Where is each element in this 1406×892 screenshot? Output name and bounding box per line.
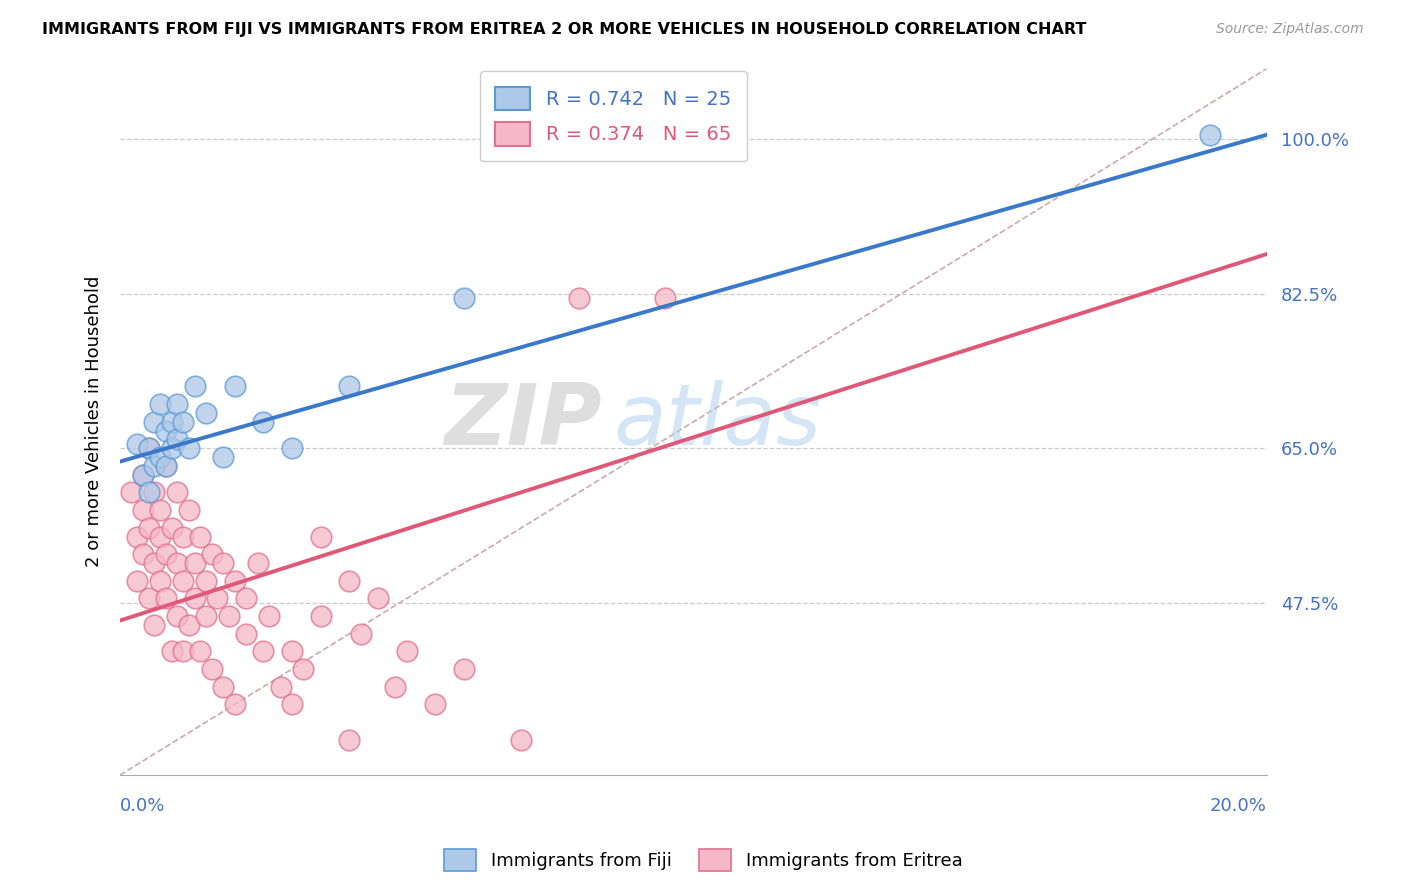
Point — [218, 609, 240, 624]
Text: 20.0%: 20.0% — [1211, 797, 1267, 815]
Point — [127, 437, 149, 451]
Point — [172, 644, 194, 658]
Point — [143, 485, 166, 500]
Point — [367, 591, 389, 606]
Point — [568, 291, 591, 305]
Point — [183, 556, 205, 570]
Point — [155, 547, 177, 561]
Y-axis label: 2 or more Vehicles in Household: 2 or more Vehicles in Household — [86, 277, 103, 567]
Point — [160, 415, 183, 429]
Point — [132, 503, 155, 517]
Point — [132, 467, 155, 482]
Point — [149, 397, 172, 411]
Text: atlas: atlas — [613, 380, 821, 463]
Point — [160, 644, 183, 658]
Point — [740, 888, 762, 892]
Point — [143, 556, 166, 570]
Point — [166, 556, 188, 570]
Point — [166, 433, 188, 447]
Point — [201, 547, 224, 561]
Text: Source: ZipAtlas.com: Source: ZipAtlas.com — [1216, 22, 1364, 37]
Point — [177, 618, 200, 632]
Point — [155, 458, 177, 473]
Point — [138, 442, 160, 456]
Point — [201, 662, 224, 676]
Point — [235, 591, 257, 606]
Point — [183, 591, 205, 606]
Point — [224, 698, 246, 712]
Point — [138, 591, 160, 606]
Point — [166, 485, 188, 500]
Point — [120, 485, 142, 500]
Point — [350, 627, 373, 641]
Point — [183, 379, 205, 393]
Point — [207, 591, 229, 606]
Point — [224, 574, 246, 588]
Text: IMMIGRANTS FROM FIJI VS IMMIGRANTS FROM ERITREA 2 OR MORE VEHICLES IN HOUSEHOLD : IMMIGRANTS FROM FIJI VS IMMIGRANTS FROM … — [42, 22, 1087, 37]
Point — [172, 574, 194, 588]
Point — [160, 442, 183, 456]
Point — [425, 698, 447, 712]
Point — [224, 379, 246, 393]
Point — [453, 662, 475, 676]
Point — [177, 442, 200, 456]
Point — [143, 458, 166, 473]
Text: ZIP: ZIP — [444, 380, 602, 463]
Point — [188, 644, 211, 658]
Point — [132, 467, 155, 482]
Point — [138, 521, 160, 535]
Point — [155, 424, 177, 438]
Point — [149, 530, 172, 544]
Point — [252, 415, 274, 429]
Point — [281, 442, 304, 456]
Point — [246, 556, 269, 570]
Point — [160, 521, 183, 535]
Point — [337, 732, 360, 747]
Point — [337, 574, 360, 588]
Point — [143, 415, 166, 429]
Point — [195, 406, 218, 420]
Point — [177, 503, 200, 517]
Point — [212, 450, 235, 464]
Point — [270, 680, 292, 694]
Text: 0.0%: 0.0% — [120, 797, 166, 815]
Point — [212, 556, 235, 570]
Point — [257, 609, 280, 624]
Point — [149, 503, 172, 517]
Point — [172, 530, 194, 544]
Point — [252, 644, 274, 658]
Point — [292, 662, 315, 676]
Point — [138, 485, 160, 500]
Point — [212, 680, 235, 694]
Point — [127, 530, 149, 544]
Point — [149, 450, 172, 464]
Point — [127, 574, 149, 588]
Point — [143, 618, 166, 632]
Legend: R = 0.742   N = 25, R = 0.374   N = 65: R = 0.742 N = 25, R = 0.374 N = 65 — [479, 71, 747, 161]
Point — [309, 530, 332, 544]
Point — [138, 442, 160, 456]
Point — [132, 547, 155, 561]
Point — [195, 609, 218, 624]
Point — [395, 644, 418, 658]
Point — [235, 627, 257, 641]
Point — [195, 574, 218, 588]
Point — [384, 680, 406, 694]
Point — [149, 574, 172, 588]
Point — [155, 458, 177, 473]
Point — [281, 698, 304, 712]
Point — [281, 644, 304, 658]
Point — [309, 609, 332, 624]
Point — [166, 397, 188, 411]
Point — [337, 379, 360, 393]
Point — [510, 732, 533, 747]
Point — [453, 291, 475, 305]
Point — [654, 291, 676, 305]
Point — [166, 609, 188, 624]
Point — [155, 591, 177, 606]
Legend: Immigrants from Fiji, Immigrants from Eritrea: Immigrants from Fiji, Immigrants from Er… — [436, 842, 970, 879]
Point — [1198, 128, 1220, 142]
Point — [188, 530, 211, 544]
Point — [172, 415, 194, 429]
